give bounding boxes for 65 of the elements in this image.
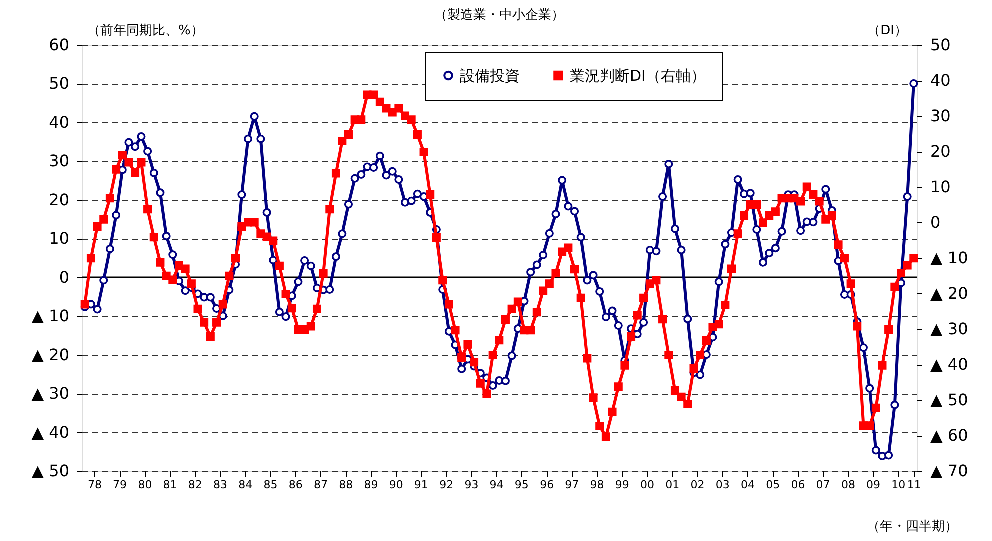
x-tick-label: 78 xyxy=(88,478,102,492)
x-tick-label: 91 xyxy=(414,478,428,492)
x-tick-label: 89 xyxy=(364,478,378,492)
x-tick-label: 90 xyxy=(389,478,404,492)
y-tick-label: 10 xyxy=(49,229,70,248)
x-tick-label: 96 xyxy=(540,478,554,492)
y-tick-label: 50 xyxy=(49,74,70,94)
y-axis-title: （前年同期比、%） xyxy=(88,24,204,38)
x-tick-label: 11 xyxy=(907,478,922,492)
x-axis-title: （年・四半期） xyxy=(867,520,958,534)
x-tick-label: 04 xyxy=(740,478,755,492)
y2-tick-label: 40 xyxy=(930,71,951,90)
y2-tick-label: ▲ 40 xyxy=(930,355,968,374)
legend-label: 業況判断DI（右軸） xyxy=(570,66,706,85)
x-tick-label: 80 xyxy=(138,478,152,492)
y2-tick-label: 50 xyxy=(930,36,951,54)
y2-tick-label: ▲ 70 xyxy=(930,462,968,480)
x-tick-label: 84 xyxy=(238,478,253,492)
y2-tick-label: ▲ 10 xyxy=(930,248,968,268)
y2-tick-label: ▲ 20 xyxy=(930,284,968,303)
y-tick-label: ▲ 30 xyxy=(32,384,70,404)
x-tick-label: 85 xyxy=(264,478,278,492)
y2-tick-label: 10 xyxy=(930,178,951,196)
x-tick-label: 05 xyxy=(766,478,780,492)
y-tick-label: 0 xyxy=(59,268,70,287)
y-tick-label: ▲ 10 xyxy=(32,306,70,326)
x-tick-label: 06 xyxy=(791,478,806,492)
x-tick-label: 81 xyxy=(163,478,178,492)
y-tick-label: ▲ 50 xyxy=(32,462,70,480)
y2-tick-label: ▲ 30 xyxy=(930,320,968,338)
x-tick-label: 83 xyxy=(214,478,228,492)
x-tick-label: 88 xyxy=(339,478,354,492)
y-tick-label: 20 xyxy=(49,190,70,210)
y2-tick-label: 20 xyxy=(930,142,951,161)
x-tick-label: 07 xyxy=(816,478,830,492)
y-tick-label: 60 xyxy=(49,36,70,54)
x-tick-label: 95 xyxy=(514,478,529,492)
x-tick-label: 10 xyxy=(892,478,906,492)
x-tick-label: 92 xyxy=(440,478,454,492)
x-tick-label: 94 xyxy=(490,478,504,492)
y2-tick-label: ▲ 50 xyxy=(930,390,968,410)
x-tick-label: 08 xyxy=(841,478,856,492)
y-tick-label: ▲ 20 xyxy=(32,345,70,364)
chart-title: （製造業・中小企業） xyxy=(434,8,564,23)
x-tick-label: 01 xyxy=(666,478,680,492)
x-tick-label: 93 xyxy=(464,478,479,492)
y-tick-label: 30 xyxy=(49,152,70,171)
x-tick-label: 09 xyxy=(866,478,881,492)
x-tick-label: 99 xyxy=(615,478,630,492)
x-tick-label: 02 xyxy=(690,478,705,492)
y2-tick-label: ▲ 60 xyxy=(930,426,968,445)
x-tick-label: 87 xyxy=(314,478,328,492)
y2-axis-title: （DI） xyxy=(868,24,908,38)
y2-tick-label: 30 xyxy=(930,106,951,126)
y-tick-label: 40 xyxy=(49,112,70,132)
x-tick-label: 03 xyxy=(716,478,730,492)
legend-label: 設備投資 xyxy=(460,66,520,85)
x-tick-label: 79 xyxy=(113,478,128,492)
y-tick-label: ▲ 40 xyxy=(32,422,70,442)
x-tick-label: 97 xyxy=(565,478,580,492)
x-tick-label: 00 xyxy=(640,478,655,492)
x-tick-label: 82 xyxy=(188,478,202,492)
x-tick-label: 98 xyxy=(590,478,604,492)
y2-tick-label: 0 xyxy=(930,213,941,232)
x-tick-label: 86 xyxy=(288,478,303,492)
